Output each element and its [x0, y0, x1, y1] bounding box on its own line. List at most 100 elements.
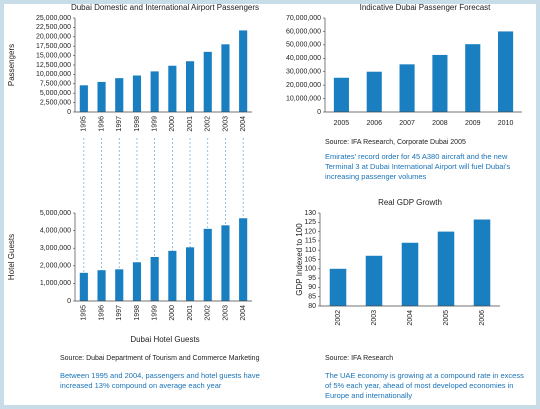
y-axis-label: Hotel Guests	[7, 234, 16, 280]
y-tick-label: 120	[304, 228, 316, 235]
bar	[97, 81, 106, 112]
bar	[365, 255, 383, 306]
y-tick-label: 85	[308, 294, 316, 301]
y-tick-label: 12,500,000	[36, 62, 71, 69]
x-tick-label: 2004	[240, 116, 247, 132]
y-tick-label: 0	[67, 109, 71, 116]
x-tick-label: 2002	[205, 305, 212, 321]
x-tick-label: 1997	[116, 305, 123, 321]
y-tick-label: 110	[305, 247, 316, 254]
y-axis-label: Passengers	[7, 44, 16, 86]
x-tick-label: 2004	[407, 310, 414, 326]
note: The UAE economy is growing at a compound…	[325, 371, 524, 400]
y-tick-label: 130	[304, 210, 316, 217]
bar	[132, 262, 142, 301]
bar	[437, 231, 455, 306]
bar	[473, 219, 491, 306]
y-tick-label: 1,000,000	[40, 280, 71, 287]
x-tick-label: 1998	[134, 116, 141, 132]
chart-title: Dubai Domestic and International Airport…	[71, 3, 259, 12]
y-tick-label: 95	[308, 275, 316, 282]
bar	[498, 31, 514, 112]
x-tick-label: 1999	[151, 305, 158, 321]
y-tick-label: 10,000,000	[36, 71, 71, 78]
y-tick-label: 80	[308, 303, 316, 310]
y-tick-label: 105	[304, 256, 316, 263]
bar	[79, 272, 88, 301]
x-tick-label: 2004	[240, 305, 247, 321]
bar	[221, 225, 230, 301]
y-tick-label: 50,000,000	[286, 42, 321, 49]
x-tick-label: 1996	[98, 116, 105, 132]
bar	[239, 218, 248, 301]
bar	[203, 228, 212, 301]
bar	[401, 242, 419, 306]
y-tick-label: 40,000,000	[286, 55, 321, 62]
y-tick-label: 7,500,000	[40, 81, 71, 88]
bar	[132, 75, 142, 112]
bar	[185, 61, 195, 112]
x-tick-label: 2000	[169, 305, 176, 321]
bar	[150, 71, 159, 112]
bar	[329, 268, 347, 306]
x-tick-label: 2008	[432, 120, 448, 127]
y-tick-label: 20,000,000	[36, 34, 71, 41]
y-tick-label: 22,500,000	[36, 24, 71, 31]
bar	[239, 30, 248, 112]
x-tick-label: 2002	[335, 310, 342, 326]
source: Source: IFA Research	[325, 355, 393, 362]
y-tick-label: 20,000,000	[286, 82, 321, 89]
y-tick-label: 5,000,000	[40, 90, 71, 97]
x-tick-label: 2000	[169, 116, 176, 132]
bar	[333, 77, 349, 112]
chart-title: Real GDP Growth	[378, 198, 442, 207]
chart-title: Indicative Dubai Passenger Forecast	[360, 3, 492, 12]
bar	[97, 270, 106, 301]
bar	[432, 54, 448, 112]
y-axis-label: GDP Indexed to 100	[295, 223, 304, 296]
x-tick-label: 2005	[443, 310, 450, 326]
bar	[150, 257, 159, 301]
bar	[203, 51, 212, 112]
y-tick-label: 2,500,000	[40, 99, 71, 106]
x-tick-label: 2002	[205, 116, 212, 132]
bar	[115, 78, 124, 112]
y-tick-label: 90	[308, 284, 316, 291]
bar	[399, 64, 415, 112]
bar	[168, 250, 177, 301]
bar	[221, 44, 230, 112]
bar	[366, 71, 382, 112]
bar	[465, 44, 481, 112]
y-tick-label: 4,000,000	[40, 227, 71, 234]
x-tick-label: 1999	[151, 116, 158, 132]
y-tick-label: 5,000,000	[40, 210, 71, 217]
y-tick-label: 115	[305, 238, 316, 245]
x-tick-label: 1995	[81, 305, 88, 321]
x-tick-label: 2009	[465, 120, 481, 127]
x-tick-label: 2006	[479, 310, 486, 326]
bar	[79, 85, 88, 112]
y-tick-label: 3,000,000	[40, 245, 71, 252]
y-tick-label: 60,000,000	[286, 28, 321, 35]
y-tick-label: 0	[67, 298, 71, 305]
x-tick-label: 2006	[366, 120, 382, 127]
source: Source: Dubai Department of Tourism and …	[60, 355, 260, 362]
y-tick-label: 70,000,000	[286, 15, 321, 22]
x-tick-label: 1998	[134, 305, 141, 321]
bar	[185, 247, 195, 301]
bar	[115, 269, 124, 301]
x-tick-label: 2001	[187, 116, 194, 132]
chart-title: Dubai Hotel Guests	[130, 335, 199, 344]
y-tick-label: 15,000,000	[36, 52, 71, 59]
bar	[168, 65, 177, 112]
y-tick-label: 0	[317, 109, 321, 116]
x-tick-label: 2003	[371, 310, 378, 326]
x-tick-label: 2007	[399, 120, 415, 127]
x-tick-label: 2005	[334, 120, 350, 127]
note: Emirates' record order for 45 A380 aircr…	[325, 152, 511, 181]
x-tick-label: 2003	[222, 305, 229, 321]
y-tick-label: 17,500,000	[36, 43, 71, 50]
note: Between 1995 and 2004, passengers and ho…	[60, 371, 260, 390]
